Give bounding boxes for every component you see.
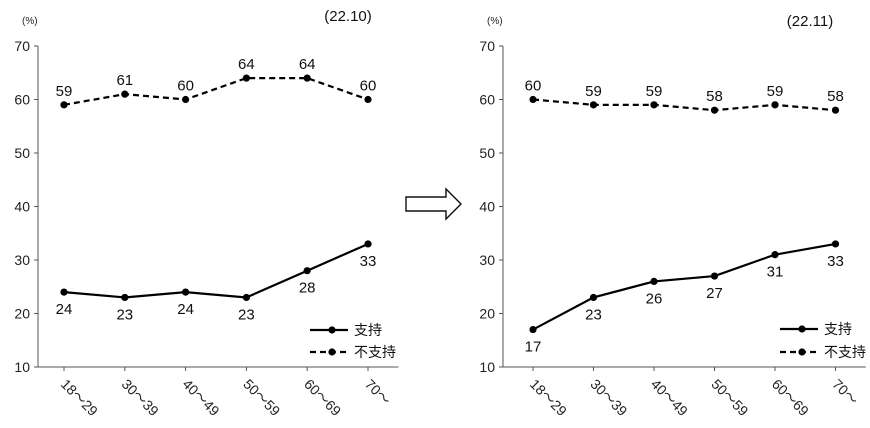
- x-tick-label: 30～39: [587, 376, 630, 419]
- data-label: 59: [767, 83, 784, 100]
- data-label: 33: [827, 253, 844, 270]
- x-tick-label: 50～59: [240, 376, 283, 419]
- data-point: [831, 240, 840, 248]
- unit-label: (%): [22, 16, 38, 27]
- data-label: 23: [585, 306, 602, 323]
- data-point: [771, 251, 779, 259]
- data-point: [589, 101, 598, 109]
- data-point: [364, 95, 372, 104]
- data-label: 60: [360, 78, 377, 95]
- data-point: [529, 95, 537, 104]
- y-tick-label: 40: [14, 199, 30, 215]
- data-point: [303, 267, 311, 275]
- right-arrow-icon: [405, 187, 462, 221]
- data-label: 58: [706, 88, 723, 105]
- x-tick-label: 40～49: [648, 376, 691, 419]
- x-tick-label: 50～59: [708, 376, 751, 419]
- legend-label: 不支持: [824, 344, 866, 360]
- legend-label: 支持: [354, 322, 382, 338]
- data-label: 61: [116, 72, 133, 89]
- unit-label: (%): [487, 16, 503, 27]
- data-label: 24: [177, 301, 194, 318]
- data-point: [364, 240, 372, 248]
- chart-panel-2: 10 20 30 40 50 60 70 18～29 30～39 40～49 50～59 60～69 7…: [479, 13, 866, 419]
- series-line-nonsupport: [532, 98, 836, 112]
- legend-label: 支持: [824, 321, 852, 337]
- data-point: [303, 74, 311, 82]
- y-tick-label: 70: [479, 38, 495, 54]
- data-point: [529, 325, 537, 334]
- data-point: [771, 101, 779, 109]
- data-label: 60: [177, 78, 194, 95]
- y-tick-label: 50: [14, 145, 30, 161]
- x-tick-label: 40～49: [179, 376, 222, 419]
- data-point: [60, 288, 68, 296]
- y-tick-label: 30: [14, 252, 30, 268]
- x-tick-label: 70～: [829, 376, 861, 408]
- legend-item: 不支持: [780, 344, 866, 360]
- chart-panel-1: 10 20 30 40 50 60 70 18～29 30～39 40～49 50～59 60～69 7…: [14, 8, 399, 419]
- data-label: 64: [299, 56, 316, 73]
- data-label: 23: [116, 306, 133, 323]
- data-label: 28: [299, 280, 316, 297]
- data-point: [242, 74, 250, 82]
- data-label: 26: [646, 290, 663, 307]
- data-point: [710, 272, 719, 280]
- data-point: [710, 106, 719, 114]
- data-label: 59: [56, 83, 73, 100]
- legend-item: 支持: [310, 322, 382, 338]
- data-label: 59: [585, 83, 602, 100]
- data-label: 31: [767, 264, 784, 281]
- y-tick-label: 10: [479, 359, 495, 375]
- legend-swatch-dot: [798, 325, 806, 333]
- y-tick-label: 20: [14, 306, 30, 322]
- y-tick-label: 50: [479, 145, 495, 161]
- data-point: [60, 101, 68, 109]
- data-point: [182, 288, 190, 296]
- data-label: 60: [525, 78, 542, 95]
- y-tick-label: 70: [14, 38, 30, 54]
- data-label: 23: [238, 306, 255, 323]
- data-label: 17: [525, 339, 542, 356]
- data-point: [831, 106, 840, 114]
- y-tick-label: 30: [479, 252, 495, 268]
- x-tick-label: 70～: [362, 376, 394, 408]
- data-point: [182, 95, 190, 104]
- data-label: 27: [706, 285, 723, 302]
- y-tick-label: 40: [479, 199, 495, 215]
- series-line-support: [63, 242, 369, 299]
- x-tick-label: 18～29: [527, 376, 570, 419]
- series-line-support: [532, 242, 836, 331]
- data-label: 59: [646, 83, 663, 100]
- x-tick-label: 60～69: [769, 376, 812, 419]
- data-label: 58: [827, 88, 844, 105]
- legend-item: 不支持: [310, 344, 396, 360]
- legend-swatch-dot: [798, 348, 806, 356]
- y-tick-label: 10: [14, 359, 30, 375]
- period-label: (22.11): [787, 13, 833, 30]
- legend-label: 不支持: [354, 344, 396, 360]
- data-point: [589, 293, 598, 302]
- legend-swatch-dot: [328, 348, 336, 356]
- x-tick-label: 30～39: [119, 376, 162, 419]
- legend-swatch-dot: [328, 326, 336, 334]
- y-tick-label: 60: [14, 92, 30, 108]
- data-label: 64: [238, 56, 255, 73]
- y-tick-label: 20: [479, 306, 495, 322]
- series-line-nonsupport: [63, 76, 369, 106]
- data-point: [242, 293, 250, 302]
- data-label: 24: [56, 301, 73, 318]
- legend-item: 支持: [780, 321, 852, 337]
- x-tick-label: 18～29: [58, 376, 101, 419]
- y-tick-label: 60: [479, 92, 495, 108]
- data-label: 33: [360, 253, 377, 270]
- data-point: [121, 90, 129, 98]
- x-tick-label: 60～69: [301, 376, 344, 419]
- data-point: [121, 293, 129, 302]
- data-point: [650, 101, 658, 109]
- data-point: [650, 277, 658, 285]
- period-label: (22.10): [324, 8, 372, 25]
